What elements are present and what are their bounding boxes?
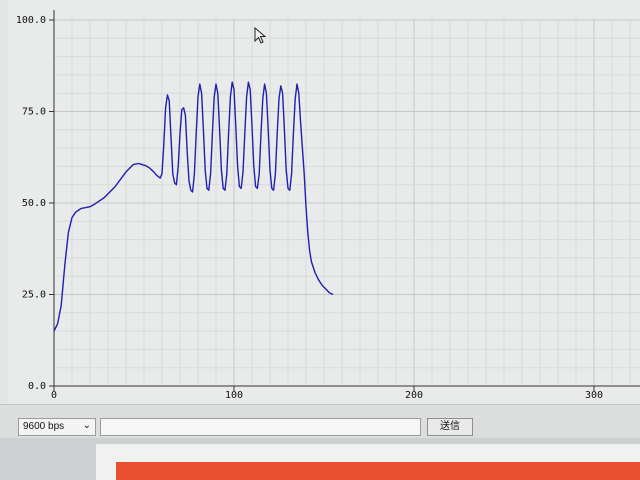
chevron-down-icon: ⌄ (82, 420, 91, 431)
y-tick-label: 75.0 (22, 107, 46, 118)
line-chart: 0.0 25.0 50.0 75.0 100.0 0 100 200 300 (16, 10, 640, 401)
x-tick-label: 0 (51, 390, 57, 401)
plotter-toolbar: 9600 bps ⌄ 送信 (0, 404, 640, 439)
baud-rate-value: 9600 bps (23, 421, 65, 432)
x-tick-label: 100 (225, 390, 243, 401)
y-tick-label: 0.0 (28, 381, 46, 392)
send-button[interactable]: 送信 (427, 418, 473, 436)
background-banner (116, 462, 640, 480)
x-tick-label: 300 (585, 390, 603, 401)
y-tick-label: 100.0 (16, 15, 46, 26)
x-tick-label: 200 (405, 390, 423, 401)
mouse-pointer-icon (254, 27, 267, 44)
message-input[interactable] (100, 418, 421, 436)
plot-area: 0.0 25.0 50.0 75.0 100.0 0 100 200 300 (8, 0, 640, 404)
baud-rate-select[interactable]: 9600 bps ⌄ (18, 418, 96, 436)
serial-plotter-window: 0.0 25.0 50.0 75.0 100.0 0 100 200 300 9600 bps … (0, 0, 640, 439)
series-line (53, 81, 334, 332)
y-tick-label: 50.0 (22, 198, 46, 209)
y-tick-label: 25.0 (22, 290, 46, 301)
